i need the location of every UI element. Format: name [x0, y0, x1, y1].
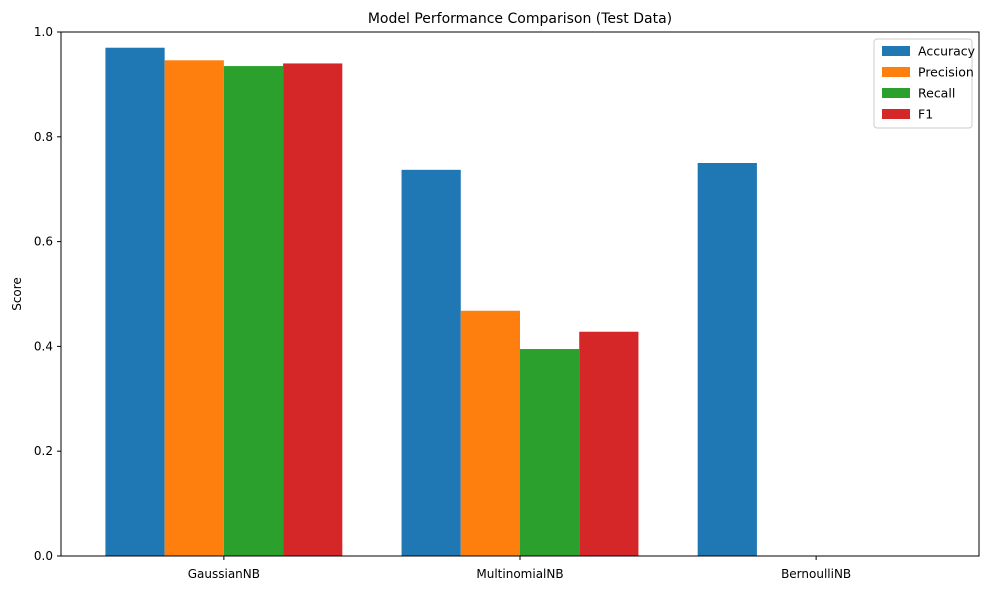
bar-f1-multinomialnb [579, 331, 639, 556]
legend-label-accuracy: Accuracy [918, 44, 976, 59]
legend-swatch-accuracy [882, 46, 910, 56]
axes-group: 0.0 0.2 0.4 0.6 0.8 1.0 GaussianNB MultinomialN… [34, 25, 980, 581]
x-tick-label: MultinomialNB [476, 567, 563, 581]
legend-swatch-f1 [882, 109, 910, 119]
legend-label-recall: Recall [918, 86, 955, 101]
y-tick-label: 0.0 [34, 549, 53, 563]
y-axis-title: Score [10, 277, 24, 311]
bar-precision-gaussiannb [164, 60, 224, 557]
bar-precision-multinomialnb [460, 310, 520, 556]
bar-recall-gaussiannb [223, 66, 284, 556]
bar-accuracy-gaussiannb [105, 47, 165, 556]
x-tick-label: GaussianNB [188, 567, 260, 581]
y-tick-label: 0.8 [34, 130, 53, 144]
legend-box [873, 38, 973, 129]
y-tick-label: 0.6 [34, 235, 53, 249]
y-tick-label: 1.0 [34, 25, 53, 39]
bar-accuracy-bernoullinb [697, 163, 757, 556]
y-tick-label: 0.4 [34, 339, 53, 353]
bar-recall-multinomialnb [520, 349, 580, 556]
x-tick-label: BernoulliNB [781, 567, 851, 581]
bar-accuracy-multinomialnb [401, 169, 461, 556]
bars-group [105, 47, 757, 557]
chart-title: Model Performance Comparison (Test Data) [368, 11, 672, 27]
legend-swatch-recall [882, 88, 910, 98]
legend-swatch-precision [882, 67, 910, 77]
y-tick-label: 0.2 [34, 444, 53, 458]
legend-label-precision: Precision [918, 65, 974, 80]
bar-f1-gaussiannb [283, 63, 343, 556]
legend-label-f1: F1 [918, 107, 933, 122]
legend: Accuracy Precision Recall F1 [873, 38, 976, 129]
